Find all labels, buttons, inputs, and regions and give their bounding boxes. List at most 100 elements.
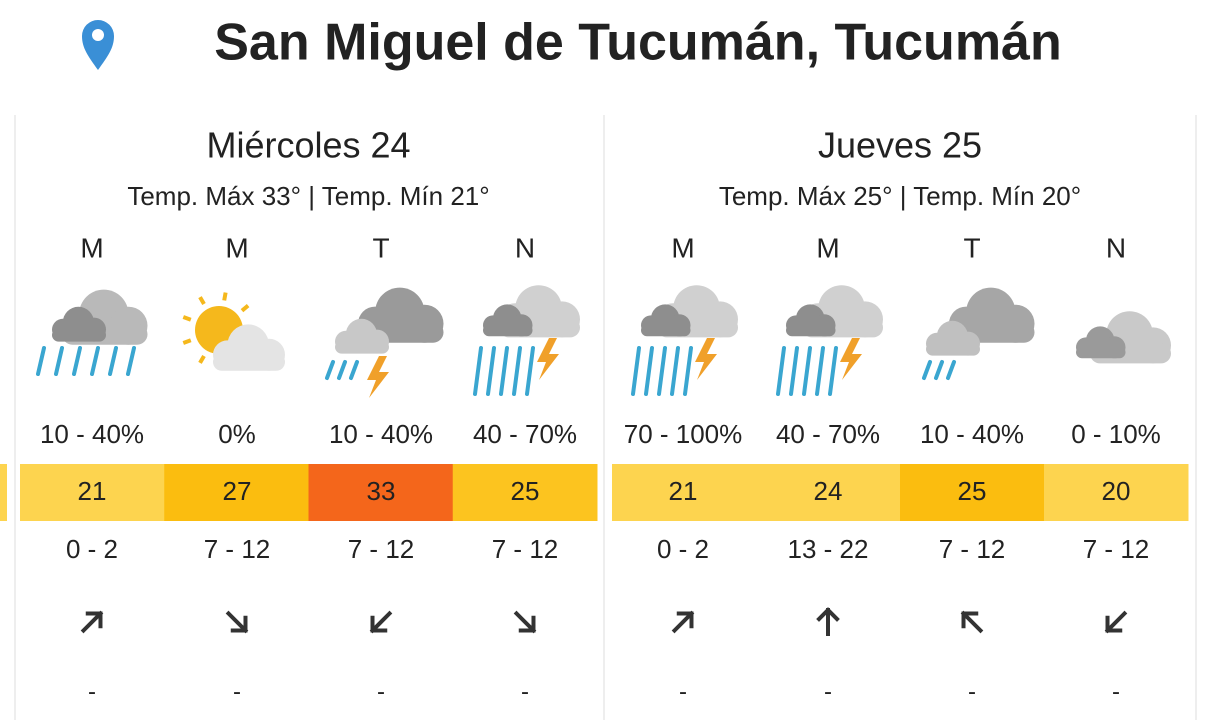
rain-drop [802,346,812,396]
temperature: 20 [1102,476,1131,506]
rain-drop [815,346,825,396]
arrow-shape [671,610,695,634]
rain-drop [922,360,932,380]
temp-cell [452,464,598,521]
period-label: T [963,232,980,263]
extra-value: - [88,678,96,705]
wind-speed: 0 - 2 [657,534,709,564]
cloud-part [1076,346,1126,359]
day-summary: Temp. Máx 25° | Temp. Mín 20° [719,181,1081,211]
sun-ray [198,296,206,306]
cloud-part [786,324,836,337]
rain-drop [946,360,956,380]
arrow-shape [816,607,840,636]
temp-cell [900,464,1045,521]
rain-drop [108,346,118,376]
temp-cell [164,464,309,521]
temperature: 25 [511,476,540,506]
precip-chance: 10 - 40% [329,419,433,449]
arrow-shape [1104,610,1128,634]
rain-drop [90,346,100,376]
period-label: M [816,232,839,263]
extra-value: - [521,678,529,705]
wind-speed: 7 - 12 [492,534,559,564]
temperature: 27 [223,476,252,506]
temp-cell [308,464,454,521]
rain-drop [631,346,641,396]
period-label: T [372,232,389,263]
rain-drop [683,346,693,396]
rain-drop [325,360,335,380]
extra-value: - [1112,678,1120,705]
arrow-shape [369,610,393,634]
arrow-shape [80,610,104,634]
cloud-part [335,340,389,354]
weather-icon [182,292,285,371]
period-label: M [671,232,694,263]
weather-icon [36,289,148,376]
extra-value: - [679,678,687,705]
rain-drop [54,346,64,376]
temp-cell [1044,464,1189,521]
rain-drop [337,360,347,380]
sun-ray [240,304,250,313]
rain-drop [644,346,654,396]
extra-value: - [968,678,976,705]
day-name: Miércoles 24 [206,125,410,166]
wind-speed: 13 - 22 [788,534,869,564]
precip-chance: 70 - 100% [624,419,743,449]
wind-arrow [1104,610,1128,634]
weather-icon [473,285,580,396]
day-name: Jueves 25 [818,125,982,166]
extra-value: - [824,678,832,705]
period-label: M [225,232,248,263]
rain-drop [486,346,496,396]
weather-icon [631,285,738,396]
period-label: N [1106,232,1126,263]
wind-arrow [80,610,104,634]
wind-speed: 0 - 2 [66,534,118,564]
cloud-part [926,342,980,356]
location-title: San Miguel de Tucumán, Tucumán [214,14,1062,72]
cloud-part [483,324,533,337]
precip-chance: 40 - 70% [776,419,880,449]
sun-ray [182,338,192,345]
temperature: 33 [367,476,396,506]
weather-icon [922,287,1035,380]
rain-drop [36,346,46,376]
period-label: M [80,232,103,263]
temperature: 21 [669,476,698,506]
lightning [537,338,559,380]
lightning [695,338,717,380]
wind-speed: 7 - 12 [1083,534,1150,564]
rain-drop [670,346,680,396]
rain-drop [349,360,359,380]
rain-drop [525,346,535,396]
precip-chance: 0% [218,419,256,449]
cloud-part [213,353,285,371]
temperature: 25 [958,476,987,506]
precip-chance: 10 - 40% [40,419,144,449]
lightning [840,338,862,380]
temp-cell [612,464,757,521]
rain-drop [473,346,483,396]
wind-arrow [369,610,393,634]
day-summary: Temp. Máx 33° | Temp. Mín 21° [127,181,489,211]
wind-speed: 7 - 12 [204,534,271,564]
precip-chance: 0 - 10% [1071,419,1161,449]
sun-ray [198,354,206,364]
temperature: 24 [814,476,843,506]
location-pin [82,20,114,70]
weather-icon [776,285,883,396]
wind-arrow [225,610,249,634]
wind-arrow [513,610,537,634]
extra-value: - [233,678,241,705]
arrow-shape [960,610,984,634]
temperature: 21 [78,476,107,506]
temp-cell [756,464,901,521]
rain-drop [828,346,838,396]
wind-speed: 7 - 12 [939,534,1006,564]
lightning [367,356,389,398]
period-label: N [515,232,535,263]
